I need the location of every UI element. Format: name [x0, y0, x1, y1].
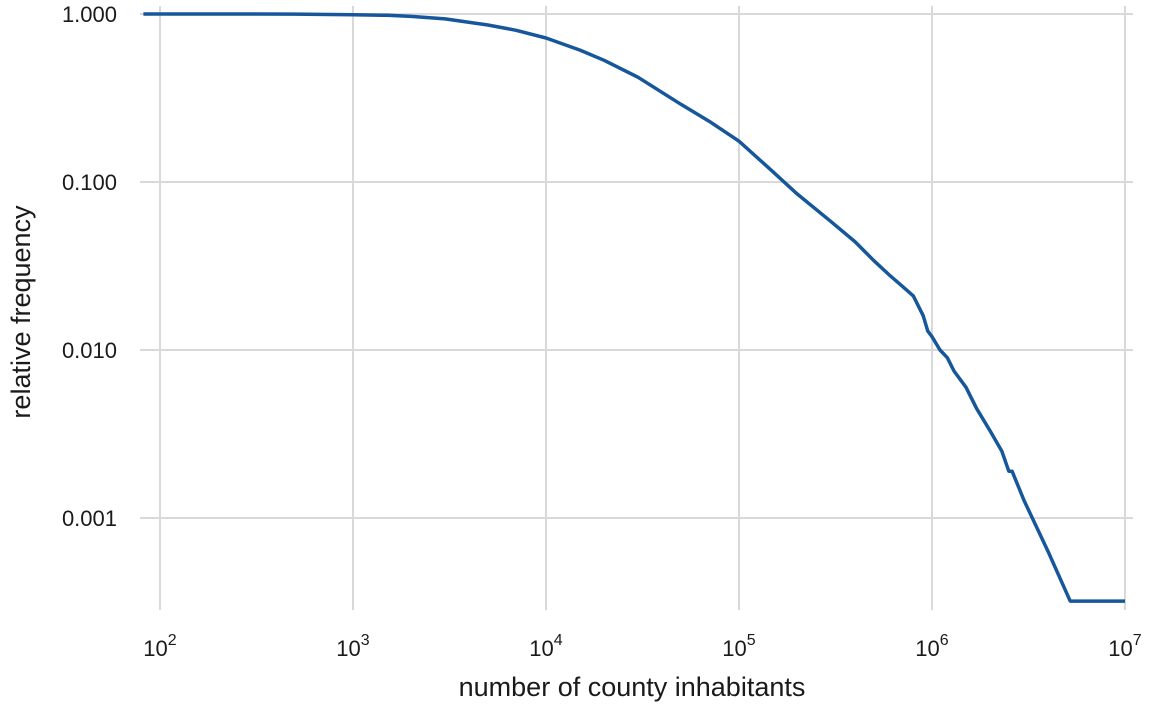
x-tick-exponent: 6: [940, 632, 949, 649]
grid-layer: [140, 6, 1133, 610]
y-tick-label: 0.010: [62, 338, 117, 363]
y-tick-label: 0.100: [62, 170, 117, 195]
y-axis-title: relative frequency: [6, 205, 36, 419]
x-tick-exponent: 7: [1133, 632, 1142, 649]
x-tick-base: 10: [336, 636, 360, 661]
x-tick-base: 10: [915, 636, 939, 661]
x-tick-base: 10: [529, 636, 553, 661]
x-tick-label: 103: [336, 632, 369, 661]
y-tick-label: 0.001: [62, 506, 117, 531]
x-tick-label: 102: [143, 632, 176, 661]
x-axis-title: number of county inhabitants: [459, 672, 806, 702]
series-line: [143, 12, 1125, 603]
x-tick-label: 107: [1108, 632, 1141, 661]
x-tick-label: 105: [722, 632, 755, 661]
x-tick-exponent: 4: [554, 632, 563, 649]
series-layer: [143, 12, 1125, 603]
x-tick-base: 10: [722, 636, 746, 661]
x-tick-exponent: 3: [361, 632, 370, 649]
x-tick-exponent: 2: [168, 632, 177, 649]
x-tick-base: 10: [1108, 636, 1132, 661]
x-tick-label: 106: [915, 632, 948, 661]
x-tick-label: 104: [529, 632, 562, 661]
x-tick-exponent: 5: [747, 632, 756, 649]
x-tick-base: 10: [143, 636, 167, 661]
y-tick-label: 1.000: [62, 2, 117, 27]
